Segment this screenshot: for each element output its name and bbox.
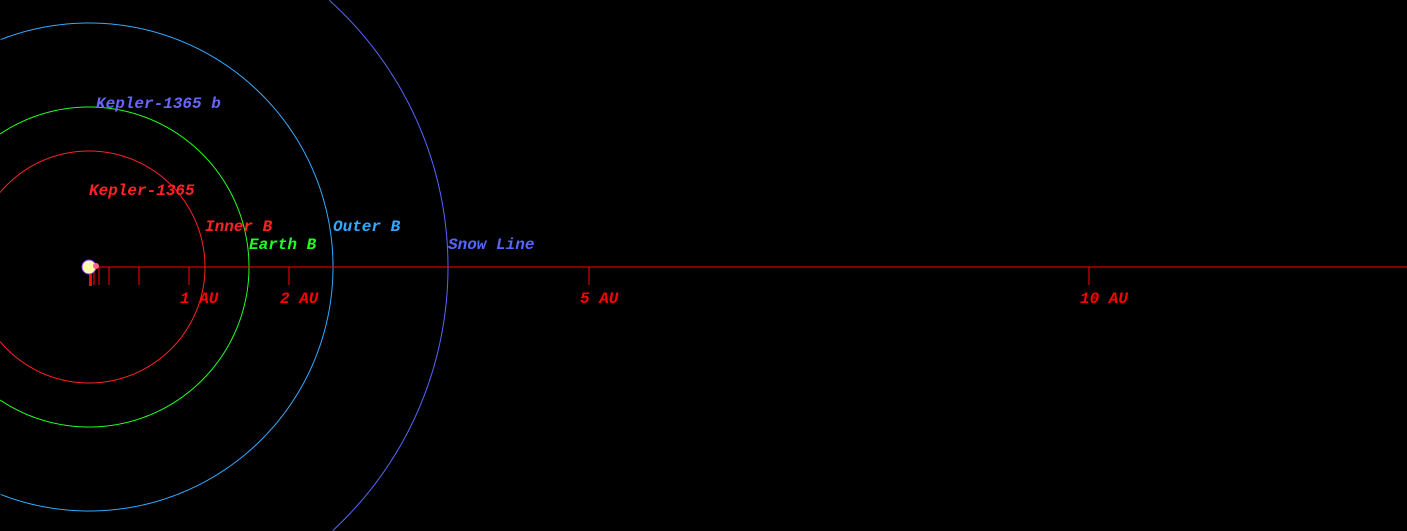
zone-circle-earth-b bbox=[0, 106, 250, 428]
axis-label-10au: 10 AU bbox=[1080, 290, 1128, 308]
axis-label-5au: 5 AU bbox=[580, 290, 619, 308]
star-name-label: Kepler-1365 bbox=[89, 182, 195, 200]
planet-marker bbox=[89, 268, 92, 286]
zone-circle-inner-b bbox=[0, 150, 206, 384]
zone-circle-snow-line bbox=[328, 0, 449, 531]
planet-name-label: Kepler-1365 b bbox=[96, 95, 221, 113]
zone-label-earth: Earth B bbox=[249, 236, 317, 254]
axis-label-2au: 2 AU bbox=[280, 290, 319, 308]
planet-dot bbox=[93, 263, 99, 269]
zone-label-outer: Outer B bbox=[333, 218, 401, 236]
axis-label-1au: 1 AU bbox=[180, 290, 219, 308]
zone-circle-outer-b bbox=[0, 22, 334, 512]
zone-label-snow-line: Snow Line bbox=[448, 236, 534, 254]
zone-label-inner: Inner B bbox=[205, 218, 273, 236]
